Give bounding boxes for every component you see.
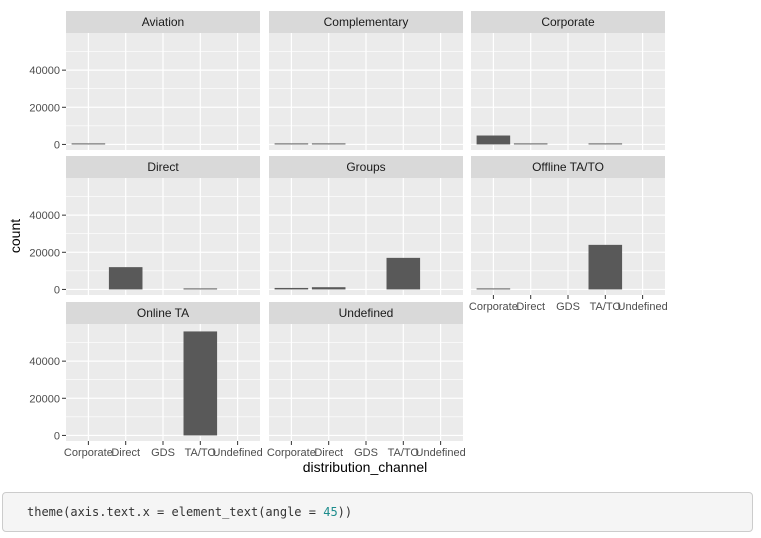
bar (476, 135, 511, 145)
facet-strip (471, 156, 665, 178)
facet-label: Corporate (541, 15, 595, 29)
y-tick-label: 0 (54, 139, 60, 151)
facet-label: Complementary (324, 15, 409, 29)
bar (476, 288, 511, 290)
code-suffix: )) (337, 505, 353, 519)
bar (274, 287, 309, 290)
facet-strip (269, 302, 463, 324)
x-tick-label: Corporate (469, 301, 518, 313)
x-tick-label: GDS (151, 447, 175, 459)
x-tick-label: TA/TO (388, 447, 420, 459)
x-tick-label: Undefined (618, 301, 668, 313)
y-axis-title: count (7, 219, 23, 253)
facet-strip (269, 11, 463, 33)
bar (183, 331, 218, 436)
y-tick-label: 40000 (29, 65, 60, 77)
x-tick-label: Undefined (213, 447, 263, 459)
y-tick-label: 0 (54, 430, 60, 442)
facet-label: Undefined (339, 306, 394, 320)
bar (588, 244, 623, 290)
facet-strip (66, 302, 260, 324)
y-tick-label: 40000 (29, 356, 60, 368)
code-block: theme(axis.text.x = element_text(angle =… (2, 492, 753, 532)
y-tick-label: 20000 (29, 247, 60, 259)
bar (386, 257, 421, 290)
bar (71, 143, 106, 145)
facet-strip (66, 11, 260, 33)
x-axis-title: distribution_channel (303, 459, 428, 475)
y-tick-label: 0 (54, 284, 60, 296)
facet-strip (269, 156, 463, 178)
x-tick-label: Corporate (64, 447, 113, 459)
y-tick-label: 40000 (29, 210, 60, 222)
bar (183, 288, 218, 290)
facet-strip (471, 11, 665, 33)
x-tick-label: Direct (111, 447, 140, 459)
y-tick-label: 20000 (29, 102, 60, 114)
x-tick-label: Direct (516, 301, 545, 313)
bar (311, 143, 346, 145)
facet-label: Direct (147, 160, 179, 174)
bar (108, 267, 143, 290)
code-prefix: theme(axis.text.x = element_text(angle = (27, 505, 324, 519)
x-tick-label: TA/TO (185, 447, 217, 459)
code-number: 45 (323, 505, 338, 519)
x-tick-label: Direct (314, 447, 343, 459)
x-tick-label: GDS (556, 301, 580, 313)
facet-label: Aviation (142, 15, 184, 29)
bar (513, 143, 548, 145)
x-tick-label: GDS (354, 447, 378, 459)
y-tick-label: 20000 (29, 393, 60, 405)
x-tick-label: Undefined (416, 447, 466, 459)
facet-label: Groups (346, 160, 385, 174)
facet-label: Online TA (137, 306, 189, 320)
facet-strip (66, 156, 260, 178)
bar (588, 143, 623, 145)
x-tick-label: Corporate (267, 447, 316, 459)
faceted-bar-chart: Aviation 0 20000 40000 Complementary Corporat… (7, 11, 668, 475)
bar (274, 143, 309, 145)
x-tick-label: TA/TO (590, 301, 622, 313)
facet-label: Offline TA/TO (532, 160, 604, 174)
bar (311, 287, 346, 290)
